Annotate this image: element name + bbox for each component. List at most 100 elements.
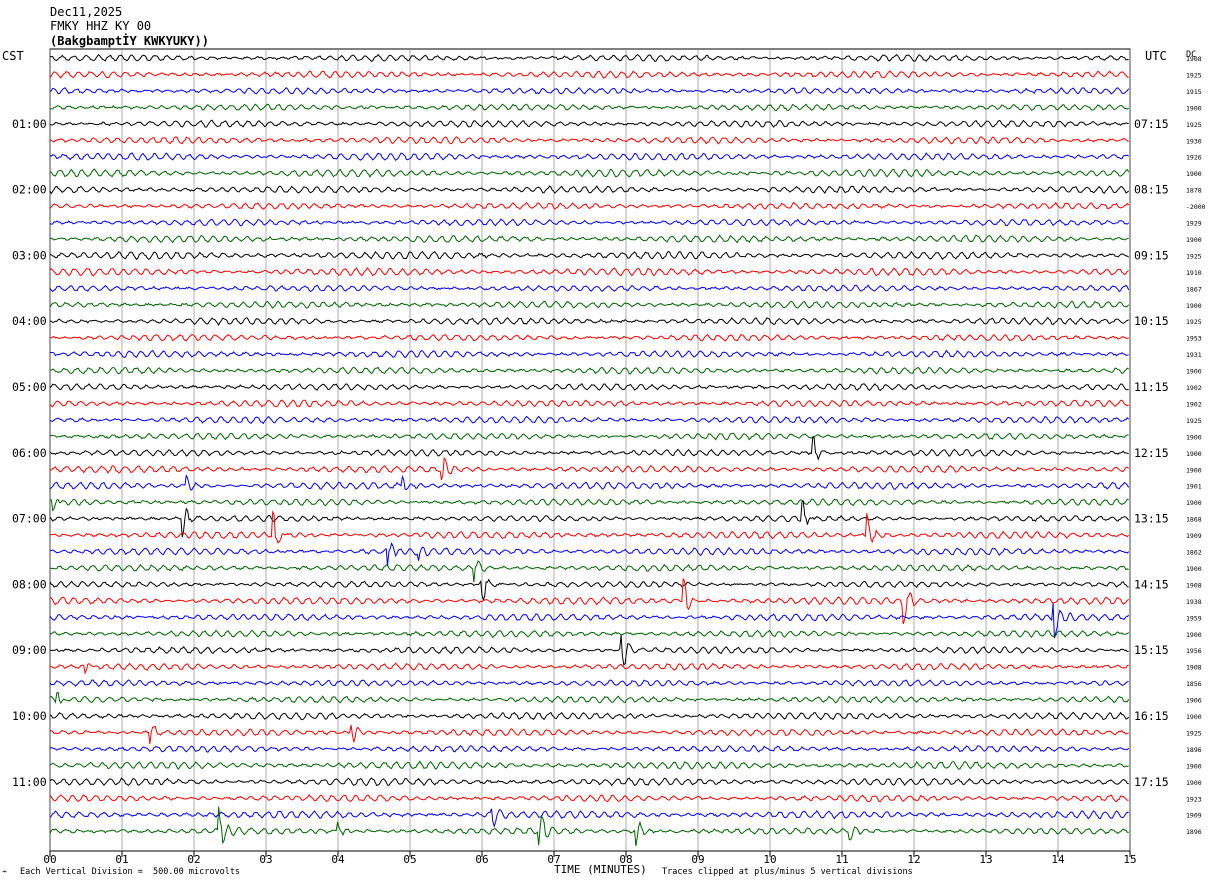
cst-hour-label: 09:00 <box>12 643 47 657</box>
trace-row-1 <box>49 70 1129 79</box>
trace-row-0 <box>49 53 1129 62</box>
x-tick-label: 00 <box>43 853 56 866</box>
utc-hour-label: 09:15 <box>1134 248 1169 262</box>
trace-row-10 <box>49 218 1130 227</box>
dc-offset-label: 1902 <box>1186 400 1202 408</box>
trace-row-3 <box>49 103 1130 112</box>
x-tick-label: 09 <box>691 853 704 866</box>
utc-hour-label: 16:15 <box>1134 709 1169 723</box>
trace-row-8 <box>49 185 1130 195</box>
trace-row-24 <box>49 436 1129 461</box>
dc-offset-label: 1900 <box>1186 368 1202 376</box>
utc-hour-label: 07:15 <box>1134 117 1169 131</box>
dc-offset-label: 1915 <box>1186 88 1202 96</box>
dc-offset-label: 1908 <box>1186 55 1202 63</box>
cst-label: CST <box>2 49 24 63</box>
cst-hour-label: 05:00 <box>12 380 47 394</box>
trace-row-34 <box>49 603 1130 639</box>
dc-offset-label: 1910 <box>1186 269 1202 277</box>
trace-row-44 <box>49 777 1129 787</box>
cst-hour-label: 04:00 <box>12 314 47 328</box>
dc-offset-label: 1900 <box>1186 236 1202 244</box>
dc-offset-label: 1900 <box>1186 631 1202 639</box>
dc-offset-label: 1896 <box>1186 828 1202 836</box>
x-tick-label: 11 <box>835 853 848 866</box>
dc-offset-label: 1900 <box>1186 762 1202 770</box>
trace-row-46 <box>49 808 1129 828</box>
x-tick-label: 13 <box>979 853 992 866</box>
dc-offset-label: 1909 <box>1186 532 1202 540</box>
dc-offset-label: 1930 <box>1186 137 1202 145</box>
dc-offset-label: 1909 <box>1186 812 1202 820</box>
trace-row-15 <box>49 300 1130 309</box>
dc-offset-label: 1900 <box>1186 170 1202 178</box>
trace-row-29 <box>49 510 1130 544</box>
dc-offset-label: 1925 <box>1186 71 1202 79</box>
dc-offset-label: 1862 <box>1186 549 1202 557</box>
trace-row-9 <box>49 201 1130 210</box>
dc-offset-label: 1926 <box>1186 154 1202 162</box>
trace-row-40 <box>49 711 1130 721</box>
dc-offset-label: 1878 <box>1186 187 1202 195</box>
trace-row-4 <box>49 119 1129 129</box>
scale-icon: ⌁ <box>2 867 8 877</box>
trace-row-30 <box>49 542 1130 567</box>
x-tick-label: 02 <box>187 853 200 866</box>
scale-note: Each Vertical Division = 500.00 microvol… <box>20 867 241 877</box>
trace-row-35 <box>49 629 1130 639</box>
dc-offset-label: 1900 <box>1186 779 1202 787</box>
trace-row-33 <box>49 577 1130 625</box>
dc-offset-label: 1900 <box>1186 450 1202 458</box>
trace-row-16 <box>49 316 1129 326</box>
trace-row-31 <box>49 560 1129 583</box>
trace-row-21 <box>49 399 1129 408</box>
trace-row-37 <box>49 662 1129 675</box>
dc-offset-label: 1923 <box>1186 795 1202 803</box>
dc-offset-label: 1902 <box>1186 384 1202 392</box>
dc-offset-label: 1938 <box>1186 598 1202 606</box>
dc-offset-label: -2000 <box>1186 203 1206 211</box>
dc-offset-label: 1900 <box>1186 466 1202 474</box>
x-tick-label: 03 <box>259 853 272 866</box>
x-tick-label: 14 <box>1051 853 1065 866</box>
trace-row-43 <box>49 760 1129 770</box>
trace-row-38 <box>49 679 1129 688</box>
trace-row-42 <box>49 744 1130 753</box>
trace-row-17 <box>49 333 1129 342</box>
trace-row-12 <box>49 250 1130 261</box>
x-tick-label: 15 <box>1123 853 1136 866</box>
dc-offset-label: 1906 <box>1186 697 1202 705</box>
dc-offset-label: 1900 <box>1186 302 1202 310</box>
cst-hour-label: 07:00 <box>12 512 47 526</box>
trace-row-27 <box>49 498 1129 512</box>
trace-row-28 <box>49 500 1130 538</box>
x-tick-label: 07 <box>547 853 560 866</box>
cst-hour-label: 03:00 <box>12 248 47 262</box>
trace-row-14 <box>49 284 1130 293</box>
trace-row-45 <box>49 794 1129 803</box>
dc-offset-label: 1896 <box>1186 746 1202 754</box>
dc-offset-label: 1900 <box>1186 565 1202 573</box>
dc-offset-label: 1925 <box>1186 417 1202 425</box>
station-site: (BakgbamptİY KWKYUKY)) <box>50 34 209 48</box>
dc-offset-label: 1900 <box>1186 499 1202 507</box>
trace-row-32 <box>49 578 1129 602</box>
dc-offset-label: 1908 <box>1186 581 1202 589</box>
x-tick-label: 08 <box>619 853 632 866</box>
x-tick-label: 06 <box>475 853 488 866</box>
utc-label: UTC <box>1145 49 1167 63</box>
x-tick-label: 05 <box>403 853 416 866</box>
dc-offset-label: 1856 <box>1186 680 1202 688</box>
utc-hour-label: 17:15 <box>1134 775 1169 789</box>
dc-offset-label: 1867 <box>1186 285 1202 293</box>
dc-offset-label: 1925 <box>1186 121 1202 129</box>
dc-offset-label: 1900 <box>1186 104 1202 112</box>
trace-row-18 <box>49 349 1129 359</box>
dc-offset-label: 1956 <box>1186 647 1202 655</box>
trace-row-22 <box>49 415 1130 425</box>
trace-row-19 <box>49 366 1129 375</box>
trace-row-20 <box>49 382 1129 392</box>
trace-row-5 <box>49 136 1129 145</box>
x-tick-label: 04 <box>331 853 345 866</box>
utc-hour-label: 15:15 <box>1134 643 1169 657</box>
